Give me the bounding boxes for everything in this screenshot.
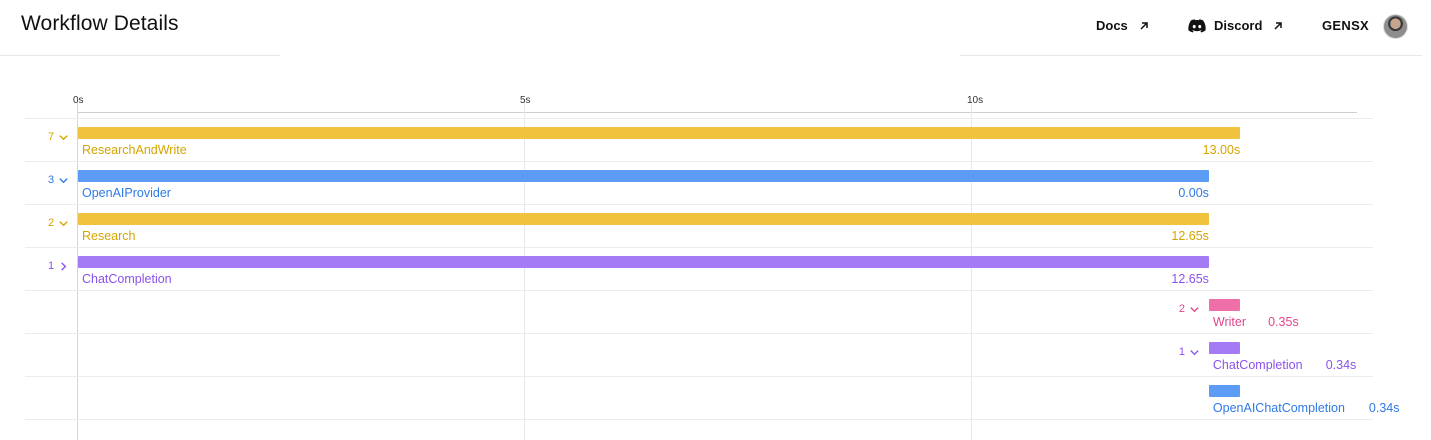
docs-link[interactable]: Docs: [1096, 18, 1150, 33]
chevron-down-icon: [1190, 306, 1199, 312]
chevron-down-icon: [59, 220, 68, 226]
brand-label: GENSX: [1322, 18, 1370, 33]
discord-icon: [1188, 18, 1206, 33]
timeline-gridline: [524, 100, 525, 440]
span-bar[interactable]: [1208, 299, 1241, 311]
span-label: Research: [82, 229, 136, 243]
row-separator: [25, 204, 1373, 205]
timeline-tick-label: 10s: [967, 95, 984, 106]
docs-link-label: Docs: [1096, 18, 1128, 33]
span-duration: 13.00s: [1202, 143, 1241, 157]
external-arrow-icon: [1274, 21, 1283, 30]
timeline-gridline: [77, 100, 78, 440]
span-bar[interactable]: [78, 127, 1241, 139]
span-duration: 12.65s: [1171, 272, 1209, 286]
chevron-down-icon: [59, 177, 68, 183]
timeline-tick-label: 5s: [520, 95, 531, 106]
row-separator: [25, 118, 1373, 119]
header-divider-right: [960, 55, 1422, 56]
row-separator: [25, 376, 1373, 377]
timeline-axis: [77, 112, 1357, 113]
discord-link-label: Discord: [1214, 18, 1263, 33]
span-label: OpenAIChatCompletion: [1212, 401, 1345, 415]
row-separator: [25, 290, 1373, 291]
child-count: 1: [1178, 346, 1186, 358]
child-count: 2: [48, 217, 55, 229]
span-duration: 0.35s: [1268, 315, 1299, 329]
span-bar[interactable]: [1208, 385, 1241, 397]
span-label: OpenAIProvider: [82, 186, 171, 200]
timeline-gridline: [971, 100, 972, 440]
expand-toggle[interactable]: 1: [1179, 346, 1200, 358]
span-label: Writer: [1212, 315, 1247, 329]
discord-link[interactable]: Discord: [1188, 18, 1284, 33]
span-bar[interactable]: [78, 256, 1209, 268]
row-separator: [25, 419, 1373, 420]
chevron-down-icon: [1190, 349, 1199, 355]
span-label: ChatCompletion: [1212, 358, 1303, 372]
span-duration: 0.34s: [1325, 358, 1357, 372]
app-header: Workflow Details Docs Discord GENSX: [0, 0, 1431, 56]
child-count: 1: [48, 260, 55, 272]
span-duration: 0.34s: [1368, 401, 1400, 415]
span-duration: 0.00s: [1178, 186, 1209, 200]
expand-toggle[interactable]: 7: [48, 131, 69, 143]
expand-toggle[interactable]: 2: [1179, 303, 1200, 315]
child-count: 3: [48, 174, 55, 186]
child-count: 2: [1178, 303, 1186, 315]
expand-toggle[interactable]: 2: [48, 217, 69, 229]
row-separator: [25, 247, 1373, 248]
span-bar[interactable]: [78, 170, 1209, 182]
row-separator: [25, 161, 1373, 162]
header-divider-left: [0, 55, 280, 56]
chevron-down-icon: [59, 134, 68, 140]
child-count: 7: [48, 131, 55, 143]
expand-toggle[interactable]: 3: [48, 174, 69, 186]
external-arrow-icon: [1140, 21, 1148, 30]
page-title: Workflow Details: [21, 12, 179, 35]
chevron-right-icon: [61, 261, 67, 271]
span-label: ResearchAndWrite: [82, 143, 187, 157]
span-label: ChatCompletion: [82, 272, 172, 286]
span-bar[interactable]: [1208, 342, 1241, 354]
timeline-tick-label: 0s: [73, 95, 84, 106]
span-duration: 12.65s: [1171, 229, 1209, 243]
expand-toggle[interactable]: 1: [48, 260, 69, 272]
row-separator: [25, 333, 1373, 334]
avatar[interactable]: [1383, 14, 1408, 39]
span-bar[interactable]: [78, 213, 1209, 225]
